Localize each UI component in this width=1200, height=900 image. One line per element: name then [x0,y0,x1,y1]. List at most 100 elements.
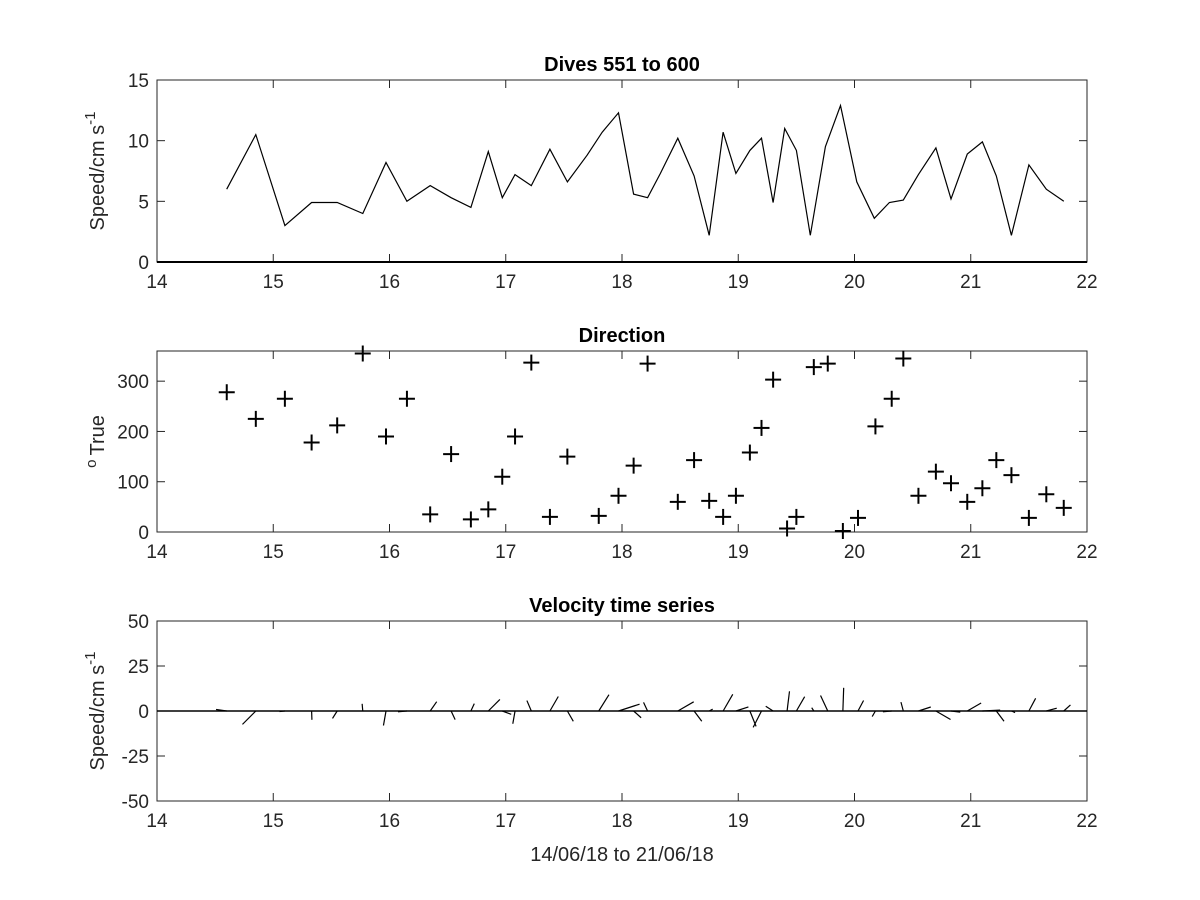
speed-ytick-label: 0 [138,253,149,274]
speed-series-line [226,103,1065,236]
velocity-stick [598,694,610,712]
velocity-stick [722,694,734,712]
velocity-stick [397,710,407,713]
direction-point [867,418,884,435]
direction-point [686,452,703,469]
direction-point [988,452,1005,469]
velocity-stick [382,710,387,726]
velocity-stick [633,710,642,719]
velocity-stick [882,710,892,713]
direction-xtick-label: 15 [263,542,284,563]
velocity-ylabel-superscript: -1 [82,652,99,665]
direction-ytick-label: 300 [117,372,149,393]
direction-point [247,410,264,427]
direction-point [422,506,439,523]
velocity-stick [549,696,559,712]
direction-xtick-label: 16 [379,542,400,563]
velocity-stick [502,710,512,715]
direction-point [523,354,540,371]
direction-point [1020,509,1037,526]
direction-point [883,390,900,407]
velocity-stick [526,700,532,712]
direction-point [625,457,642,474]
direction-point [329,417,346,434]
direction-point [895,350,912,367]
speed-ytick-label: 15 [128,71,149,92]
velocity-xtick-label: 21 [960,811,981,832]
direction-point [443,446,460,463]
speed-xtick-label: 15 [263,272,284,293]
velocity-stick [215,708,227,712]
direction-point [303,434,320,451]
velocity-stick [935,710,951,720]
direction-point [741,444,758,461]
direction-point [398,390,415,407]
direction-ytick-label: 0 [138,523,149,544]
direction-xtick-label: 18 [611,542,632,563]
direction-xtick-label: 19 [728,542,749,563]
direction-xtick-label: 22 [1076,542,1097,563]
velocity-xtick-label: 15 [263,811,284,832]
velocity-title: Velocity time series [529,595,715,617]
velocity-stick [470,703,475,712]
direction-point [218,384,235,401]
velocity-stick [1028,698,1037,712]
velocity-xtick-label: 22 [1076,811,1097,832]
velocity-stick [566,710,574,722]
speed-axes [156,79,1088,263]
velocity-xtick-label: 18 [611,811,632,832]
speed-xtick-label: 16 [379,272,400,293]
velocity-xtick-label: 19 [728,811,749,832]
speed-xtick-label: 19 [728,272,749,293]
speed-ylabel-text: Speed/cm s [87,125,109,231]
velocity-ylabel: Speed/cm s-1 [82,652,109,771]
velocity-stick [950,710,961,713]
velocity-stick [708,708,713,712]
direction-point [701,492,718,509]
direction-point [494,468,511,485]
velocity-ytick-label: 0 [138,702,149,723]
speed-xtick-label: 21 [960,272,981,293]
speed-xtick-label: 20 [844,272,865,293]
velocity-stick [332,710,338,719]
direction-panel: Direction 14 15 16 17 18 19 20 21 22 0 100 200 300 o Tr… [83,325,1098,563]
direction-ylabel-text: True [87,415,109,455]
direction-point [610,487,627,504]
direction-point [779,520,796,537]
velocity-panel: Velocity time series 14 15 16 17 18 19 20 21 22 -5… [82,595,1098,866]
direction-point [715,508,732,525]
velocity-stick [735,706,749,712]
direction-point [507,428,524,445]
speed-xtick-label: 14 [146,272,168,293]
velocity-xtick-label: 17 [495,811,516,832]
velocity-stick [487,698,501,712]
velocity-stick [512,710,516,724]
direction-ylabel: o True [83,415,109,468]
direction-point [849,509,866,526]
direction-xtick-label: 20 [844,542,865,563]
velocity-stick [1046,707,1057,712]
speed-xtick-label: 17 [495,272,516,293]
direction-point [1038,486,1055,503]
speed-ylabel: Speed/cm s-1 [82,112,109,231]
speed-ytick-label: 10 [128,132,149,153]
speed-xtick-label: 22 [1076,272,1097,293]
velocity-stick [677,701,695,712]
direction-point [669,493,686,510]
velocity-ytick-label: 25 [128,657,149,678]
velocity-ytick-label: 50 [128,612,149,633]
velocity-xlabel: 14/06/18 to 21/06/18 [530,844,714,866]
direction-point [590,507,607,524]
speed-ylabel-superscript: -1 [82,112,99,125]
velocity-stick [857,700,865,712]
direction-point [354,345,371,362]
velocity-ylabel-text: Speed/cm s [87,665,109,771]
direction-point [541,508,558,525]
velocity-stick [1063,704,1071,712]
velocity-stick [361,703,364,712]
direction-point [559,448,576,465]
speed-ytick-label: 5 [138,192,149,213]
velocity-stick [900,701,904,712]
velocity-ytick-label: -50 [122,792,149,813]
